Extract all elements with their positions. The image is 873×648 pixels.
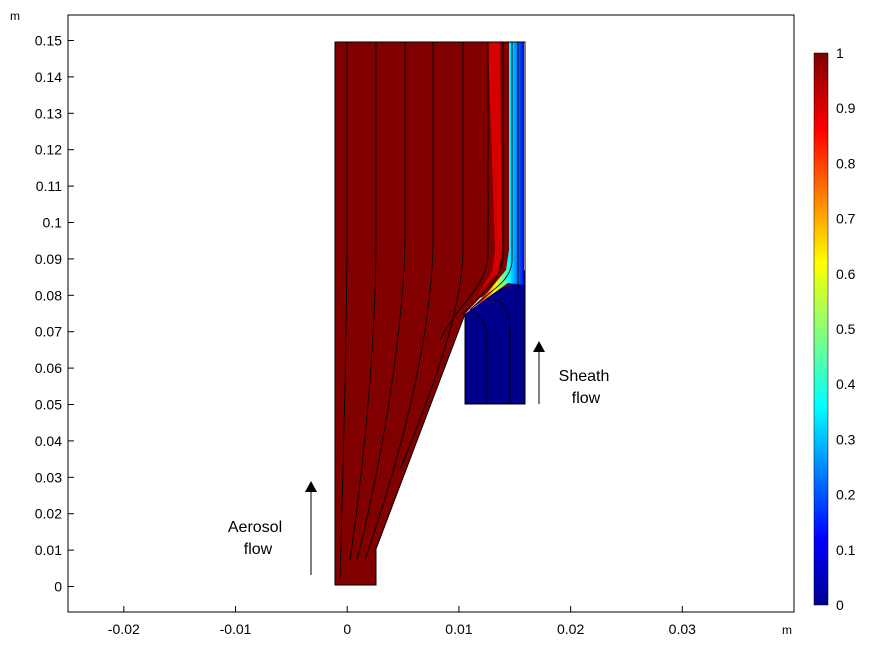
- y-tick-label: 0.09: [35, 251, 62, 267]
- y-tick-label: 0.08: [35, 287, 62, 303]
- y-tick-label: 0.07: [35, 324, 62, 340]
- y-tick-label: 0.06: [35, 360, 62, 376]
- colorbar-tick-label: 1: [836, 45, 844, 61]
- colorbar-tick-label: 0.9: [836, 100, 856, 116]
- y-tick-label: 0.04: [35, 433, 62, 449]
- domain-outline: [334, 41, 526, 586]
- y-tick-label: 0: [54, 579, 62, 595]
- y-tick-label: 0.01: [35, 542, 62, 558]
- sheath-flow-label-line2: flow: [572, 390, 601, 407]
- y-unit-label: m: [10, 9, 20, 23]
- y-tick-label: 0.15: [35, 32, 62, 48]
- colorbar-tick-label: 0.8: [836, 155, 856, 171]
- colorbar-tick-label: 0.3: [836, 431, 856, 447]
- sheath-flow-arrow-icon: [533, 341, 545, 352]
- colorbar-tick-label: 0.1: [836, 542, 856, 558]
- colorbar: [813, 52, 829, 606]
- aerosol-channel-region: [335, 42, 512, 585]
- aerosol-flow-arrow-icon: [305, 481, 317, 492]
- x-tick-label: -0.02: [108, 621, 140, 637]
- y-tick-label: 0.1: [43, 214, 63, 230]
- y-tick-label: 0.13: [35, 105, 62, 121]
- y-tick-label: 0.12: [35, 142, 62, 158]
- colorbar-ticks: 0 0.1 0.2 0.3 0.4 0.5 0.6 0.7 0.8 0.9 1: [836, 45, 856, 613]
- colorbar-tick-label: 0: [836, 597, 844, 613]
- sheath-flow-annotation: Sheath flow: [533, 341, 609, 407]
- y-tick-label: 0.02: [35, 506, 62, 522]
- colorbar-tick-label: 0.2: [836, 487, 856, 503]
- colorbar-tick-label: 0.7: [836, 211, 856, 227]
- x-tick-label: 0.02: [557, 621, 584, 637]
- mixing-interface-inner: [466, 42, 502, 312]
- aerosol-flow-label-line2: flow: [244, 541, 273, 558]
- mixing-interface: [466, 42, 524, 313]
- x-tick-label: 0.03: [669, 621, 696, 637]
- x-tick-label: -0.01: [220, 621, 252, 637]
- sheath-flow-label-line1: Sheath: [559, 368, 610, 385]
- y-tick-label: 0.11: [36, 178, 62, 194]
- colorbar-tick-label: 0.5: [836, 321, 856, 337]
- x-unit-label: m: [782, 623, 792, 637]
- y-tick-label: 0.05: [35, 397, 62, 413]
- y-tick-label: 0.03: [35, 469, 62, 485]
- colorbar-tick-label: 0.4: [836, 376, 856, 392]
- x-tick-label: 0.01: [445, 621, 472, 637]
- colorbar-tick-label: 0.6: [836, 266, 856, 282]
- streamlines: [339, 42, 519, 581]
- y-tick-label: 0.14: [35, 69, 62, 85]
- y-axis-ticks: 0 0.01 0.02 0.03 0.04 0.05 0.06 0.07 0.08 0.09 0.1…: [35, 32, 74, 595]
- aerosol-flow-annotation: Aerosol flow: [228, 481, 317, 575]
- x-tick-label: 0: [343, 621, 351, 637]
- x-axis-ticks: -0.02 -0.01 0 0.01 0.02 0.03: [108, 606, 696, 637]
- flow-domain: [334, 41, 526, 586]
- aerosol-flow-label-line1: Aerosol: [228, 519, 282, 536]
